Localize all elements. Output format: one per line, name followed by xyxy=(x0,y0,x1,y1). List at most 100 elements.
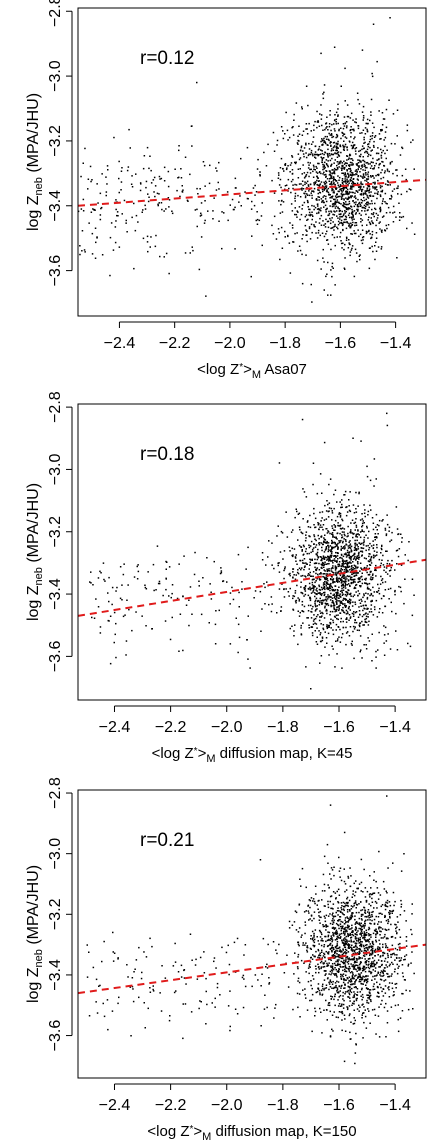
data-point xyxy=(308,227,311,230)
data-point xyxy=(226,581,228,583)
data-point xyxy=(145,186,147,189)
data-point xyxy=(348,600,351,603)
data-point xyxy=(325,122,328,124)
data-point xyxy=(308,972,310,975)
data-point xyxy=(337,618,339,621)
data-point xyxy=(352,934,355,937)
data-point xyxy=(284,567,286,570)
data-point xyxy=(388,965,391,967)
data-point xyxy=(337,936,339,939)
data-point xyxy=(338,540,340,542)
data-point xyxy=(368,555,370,558)
data-point xyxy=(329,194,331,196)
data-point xyxy=(318,542,320,544)
data-point xyxy=(325,181,328,184)
data-point xyxy=(342,589,345,591)
data-point xyxy=(326,965,328,967)
data-point xyxy=(372,577,374,579)
data-point xyxy=(331,275,333,278)
data-point xyxy=(347,172,349,175)
data-point xyxy=(374,208,377,211)
data-point xyxy=(294,556,297,558)
data-point xyxy=(335,593,338,595)
data-point xyxy=(314,206,317,209)
data-point xyxy=(385,108,388,111)
data-point xyxy=(335,960,337,963)
data-point xyxy=(345,137,348,139)
data-point xyxy=(314,622,316,624)
data-point xyxy=(340,127,342,129)
data-point xyxy=(349,141,351,143)
data-point xyxy=(351,555,354,557)
data-point xyxy=(342,564,344,567)
data-point xyxy=(345,595,348,597)
data-point xyxy=(354,575,356,577)
data-point xyxy=(349,577,352,579)
data-point xyxy=(340,932,343,935)
data-point xyxy=(334,183,336,186)
data-point xyxy=(79,253,81,256)
data-point xyxy=(318,915,320,917)
data-point xyxy=(333,172,336,175)
data-point xyxy=(366,981,368,984)
data-point xyxy=(353,572,355,574)
data-point xyxy=(335,592,337,594)
data-point xyxy=(314,599,317,602)
data-point xyxy=(341,564,343,567)
data-point xyxy=(386,905,389,908)
data-point xyxy=(337,206,339,208)
data-point xyxy=(391,559,393,562)
data-point xyxy=(331,946,333,948)
data-point xyxy=(99,218,102,221)
data-point xyxy=(87,178,90,180)
data-point xyxy=(353,587,355,590)
data-point xyxy=(384,992,387,994)
data-point xyxy=(344,598,347,600)
data-point xyxy=(348,970,350,972)
data-point xyxy=(334,195,337,197)
data-point xyxy=(379,564,382,567)
data-point xyxy=(314,151,317,153)
data-point xyxy=(308,963,311,965)
data-point xyxy=(335,600,337,603)
data-point xyxy=(369,203,371,205)
data-point xyxy=(304,593,307,596)
data-point xyxy=(360,933,362,936)
data-point xyxy=(306,133,309,135)
data-point xyxy=(354,964,356,967)
data-point xyxy=(332,535,334,537)
data-point xyxy=(333,493,335,496)
data-point xyxy=(291,169,294,171)
data-point xyxy=(306,617,308,619)
data-point xyxy=(320,118,323,120)
data-point xyxy=(357,127,360,130)
data-point xyxy=(332,968,335,971)
data-point xyxy=(387,920,390,923)
data-point xyxy=(362,954,365,957)
data-point xyxy=(321,949,323,952)
data-point xyxy=(368,588,370,590)
data-point xyxy=(91,179,93,181)
data-point xyxy=(346,563,349,566)
data-point xyxy=(372,595,374,597)
data-point xyxy=(345,506,347,509)
data-point xyxy=(339,963,341,966)
data-point xyxy=(373,983,375,985)
data-point xyxy=(332,629,334,631)
data-point xyxy=(358,606,360,608)
data-point xyxy=(292,126,294,128)
data-point xyxy=(283,596,286,598)
data-point xyxy=(278,571,281,573)
data-point xyxy=(381,544,383,547)
data-point xyxy=(355,169,358,171)
data-point xyxy=(312,585,315,588)
data-point xyxy=(363,512,366,514)
data-point xyxy=(353,580,355,582)
data-point xyxy=(356,182,359,184)
data-point xyxy=(314,120,316,123)
chart-panel-1: −2.4 −2.2 −2.0 −1.8 −1.6 −1.4−3.6−3.4−3.2−3.0… xyxy=(25,0,427,381)
data-point xyxy=(354,174,356,176)
data-point xyxy=(329,170,331,172)
data-point xyxy=(361,967,364,970)
data-point xyxy=(312,170,314,173)
